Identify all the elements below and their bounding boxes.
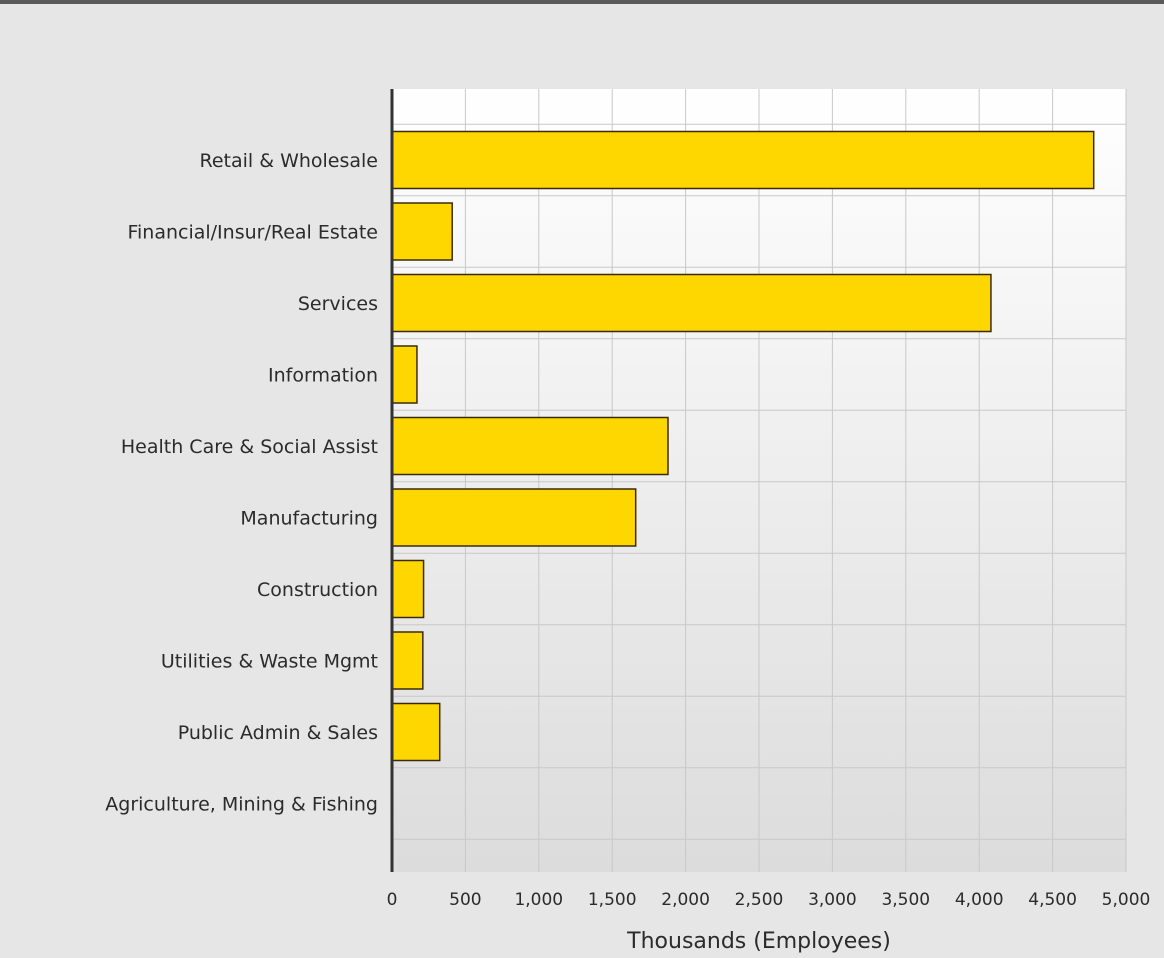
gridlines: [391, 89, 1127, 872]
x-tick-labels: 0 500 1,000 1,500 2,000 2,500 3,000 3,500 4,000 4…: [387, 890, 1151, 910]
x-tick-label: 1,000: [514, 890, 563, 910]
x-tick-label: 500: [449, 890, 481, 910]
bars: [391, 130, 1095, 762]
category-label: Retail & Wholesale: [199, 150, 378, 172]
bar: [391, 345, 418, 404]
bar: [391, 631, 424, 690]
bar: [391, 488, 637, 547]
x-tick-label: 5,000: [1102, 890, 1151, 910]
bar: [391, 416, 669, 476]
category-label: Manufacturing: [240, 508, 378, 530]
category-label: Construction: [257, 579, 378, 601]
x-tick-label: 1,500: [588, 890, 637, 910]
x-tick-label: 2,000: [661, 890, 710, 910]
x-tick-label: 2,500: [735, 890, 784, 910]
category-label: Services: [298, 293, 378, 315]
x-tick-label: 3,500: [881, 890, 930, 910]
bar: [391, 702, 441, 762]
x-tick-label: 3,000: [808, 890, 857, 910]
category-label: Agriculture, Mining & Fishing: [105, 794, 378, 816]
category-labels: Retail & Wholesale Financial/Insur/Real E…: [105, 150, 378, 816]
top-border-line: [0, 0, 1164, 4]
category-label: Utilities & Waste Mgmt: [161, 651, 378, 673]
category-label: Financial/Insur/Real Estate: [127, 222, 378, 244]
category-label: Health Care & Social Assist: [121, 436, 378, 458]
x-tick-label: 0: [387, 890, 398, 910]
bar: [391, 202, 453, 261]
bar: [391, 130, 1095, 190]
x-tick-label: 4,500: [1028, 890, 1077, 910]
category-label: Information: [268, 365, 378, 387]
bar: [391, 559, 425, 619]
bar: [391, 273, 992, 333]
x-tick-label: 4,000: [955, 890, 1004, 910]
x-axis-title: Thousands (Employees): [626, 929, 891, 954]
category-label: Public Admin & Sales: [178, 722, 378, 744]
